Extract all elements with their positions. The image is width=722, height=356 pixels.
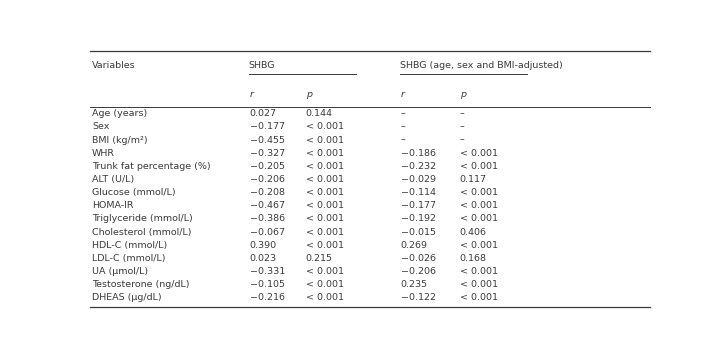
- Text: 0.235: 0.235: [401, 280, 428, 289]
- Text: p: p: [460, 90, 466, 99]
- Text: < 0.001: < 0.001: [305, 241, 344, 250]
- Text: < 0.001: < 0.001: [460, 201, 497, 210]
- Text: −0.067: −0.067: [250, 227, 284, 237]
- Text: r: r: [401, 90, 404, 99]
- Text: WHR: WHR: [92, 149, 115, 158]
- Text: 0.215: 0.215: [305, 254, 333, 263]
- Text: −0.015: −0.015: [401, 227, 436, 237]
- Text: < 0.001: < 0.001: [305, 162, 344, 171]
- Text: −0.455: −0.455: [250, 136, 284, 145]
- Text: −0.206: −0.206: [250, 175, 284, 184]
- Text: Sex: Sex: [92, 122, 109, 131]
- Text: −0.122: −0.122: [401, 293, 436, 303]
- Text: −0.467: −0.467: [250, 201, 284, 210]
- Text: < 0.001: < 0.001: [305, 175, 344, 184]
- Text: < 0.001: < 0.001: [460, 293, 497, 303]
- Text: –: –: [460, 122, 464, 131]
- Text: –: –: [460, 109, 464, 118]
- Text: < 0.001: < 0.001: [460, 267, 497, 276]
- Text: < 0.001: < 0.001: [305, 136, 344, 145]
- Text: < 0.001: < 0.001: [305, 293, 344, 303]
- Text: −0.331: −0.331: [250, 267, 285, 276]
- Text: –: –: [401, 136, 406, 145]
- Text: −0.026: −0.026: [401, 254, 436, 263]
- Text: < 0.001: < 0.001: [460, 214, 497, 224]
- Text: –: –: [460, 136, 464, 145]
- Text: 0.168: 0.168: [460, 254, 487, 263]
- Text: 0.023: 0.023: [250, 254, 277, 263]
- Text: −0.192: −0.192: [401, 214, 436, 224]
- Text: Triglyceride (mmol/L): Triglyceride (mmol/L): [92, 214, 193, 224]
- Text: < 0.001: < 0.001: [460, 241, 497, 250]
- Text: Testosterone (ng/dL): Testosterone (ng/dL): [92, 280, 189, 289]
- Text: ALT (U/L): ALT (U/L): [92, 175, 134, 184]
- Text: −0.386: −0.386: [250, 214, 285, 224]
- Text: 0.390: 0.390: [250, 241, 277, 250]
- Text: < 0.001: < 0.001: [305, 267, 344, 276]
- Text: −0.205: −0.205: [250, 162, 284, 171]
- Text: DHEAS (μg/dL): DHEAS (μg/dL): [92, 293, 162, 303]
- Text: –: –: [401, 122, 406, 131]
- Text: 0.269: 0.269: [401, 241, 428, 250]
- Text: LDL-C (mmol/L): LDL-C (mmol/L): [92, 254, 165, 263]
- Text: −0.232: −0.232: [401, 162, 436, 171]
- Text: −0.216: −0.216: [250, 293, 284, 303]
- Text: Glucose (mmol/L): Glucose (mmol/L): [92, 188, 175, 197]
- Text: 0.117: 0.117: [460, 175, 487, 184]
- Text: BMI (kg/m²): BMI (kg/m²): [92, 136, 147, 145]
- Text: HDL-C (mmol/L): HDL-C (mmol/L): [92, 241, 168, 250]
- Text: −0.114: −0.114: [401, 188, 436, 197]
- Text: SHBG: SHBG: [248, 61, 275, 70]
- Text: Cholesterol (mmol/L): Cholesterol (mmol/L): [92, 227, 191, 237]
- Text: SHBG (age, sex and BMI-adjusted): SHBG (age, sex and BMI-adjusted): [400, 61, 562, 70]
- Text: −0.206: −0.206: [401, 267, 436, 276]
- Text: −0.186: −0.186: [401, 149, 436, 158]
- Text: Trunk fat percentage (%): Trunk fat percentage (%): [92, 162, 211, 171]
- Text: < 0.001: < 0.001: [305, 227, 344, 237]
- Text: < 0.001: < 0.001: [460, 280, 497, 289]
- Text: < 0.001: < 0.001: [460, 162, 497, 171]
- Text: < 0.001: < 0.001: [305, 122, 344, 131]
- Text: 0.027: 0.027: [250, 109, 277, 118]
- Text: −0.177: −0.177: [401, 201, 436, 210]
- Text: −0.208: −0.208: [250, 188, 284, 197]
- Text: < 0.001: < 0.001: [305, 201, 344, 210]
- Text: UA (μmol/L): UA (μmol/L): [92, 267, 148, 276]
- Text: HOMA-IR: HOMA-IR: [92, 201, 134, 210]
- Text: r: r: [250, 90, 253, 99]
- Text: −0.105: −0.105: [250, 280, 284, 289]
- Text: < 0.001: < 0.001: [460, 188, 497, 197]
- Text: < 0.001: < 0.001: [460, 149, 497, 158]
- Text: −0.177: −0.177: [250, 122, 284, 131]
- Text: Variables: Variables: [92, 61, 136, 70]
- Text: 0.144: 0.144: [305, 109, 333, 118]
- Text: Age (years): Age (years): [92, 109, 147, 118]
- Text: 0.406: 0.406: [460, 227, 487, 237]
- Text: –: –: [401, 109, 406, 118]
- Text: < 0.001: < 0.001: [305, 280, 344, 289]
- Text: −0.029: −0.029: [401, 175, 436, 184]
- Text: < 0.001: < 0.001: [305, 188, 344, 197]
- Text: < 0.001: < 0.001: [305, 149, 344, 158]
- Text: < 0.001: < 0.001: [305, 214, 344, 224]
- Text: −0.327: −0.327: [250, 149, 285, 158]
- Text: p: p: [305, 90, 312, 99]
